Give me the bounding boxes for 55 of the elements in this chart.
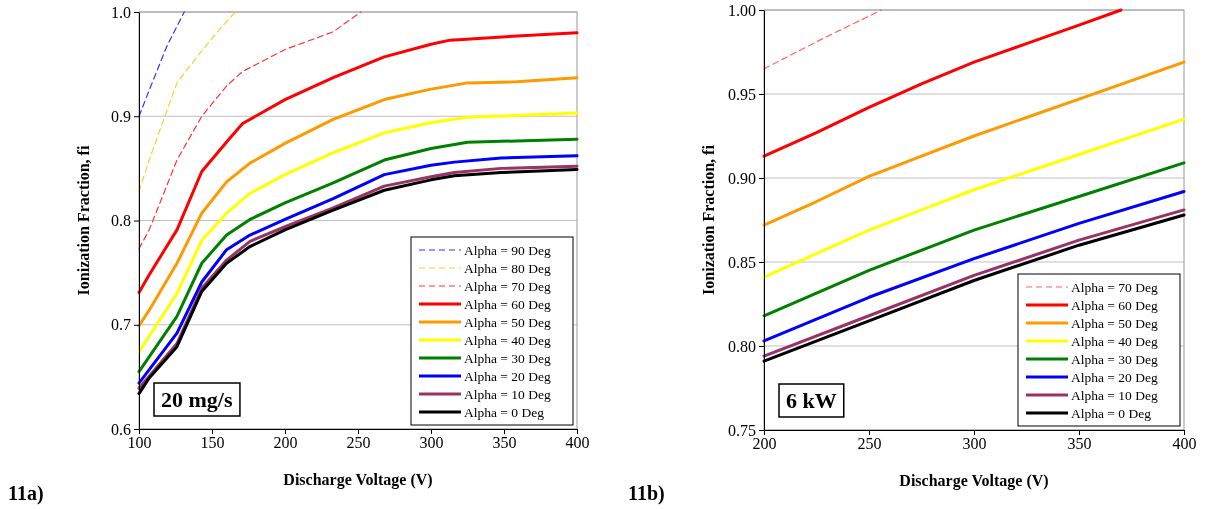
legend-label: Alpha = 70 Deg <box>1071 280 1158 295</box>
legend-label: Alpha = 30 Deg <box>464 351 551 366</box>
x-tick-label: 400 <box>1172 435 1197 453</box>
x-tick-label: 250 <box>346 434 371 452</box>
y-tick-label: 0.85 <box>728 253 756 271</box>
x-tick-label: 150 <box>200 434 225 452</box>
x-tick-label: 300 <box>419 434 444 452</box>
line-series <box>137 31 579 294</box>
x-tick-label: 200 <box>273 434 298 452</box>
legend-label: Alpha = 90 Deg <box>464 243 551 258</box>
legend-label: Alpha = 0 Deg <box>464 405 545 420</box>
y-tick-label: 1.00 <box>728 1 756 19</box>
x-tick-label: 300 <box>962 435 987 453</box>
line-series <box>137 76 579 328</box>
annotation: 6 kW <box>786 388 837 413</box>
legend-label: Alpha = 50 Deg <box>464 315 551 330</box>
x-tick-label: 250 <box>857 435 882 453</box>
line-series <box>762 60 1186 227</box>
legend-label: Alpha = 40 Deg <box>464 333 551 348</box>
y-tick-label: 1.0 <box>111 3 131 21</box>
legend-label: Alpha = 10 Deg <box>1071 388 1158 403</box>
legend-label: Alpha = 60 Deg <box>1071 298 1158 313</box>
line-series <box>762 117 1186 279</box>
line-series <box>137 111 579 354</box>
y-axis-title: Ionization Fraction, fi <box>75 145 92 296</box>
line-series <box>138 11 185 117</box>
legend-label: Alpha = 40 Deg <box>1071 334 1158 349</box>
line-series <box>762 161 1186 318</box>
y-axis-title: Ionization Fraction, fi <box>700 144 717 295</box>
x-tick-label: 350 <box>492 434 517 452</box>
line-series <box>762 8 1123 158</box>
text: 11b) <box>628 482 665 505</box>
legend-label: Alpha = 10 Deg <box>464 387 551 402</box>
text: 11a) <box>8 482 44 505</box>
y-tick-label: 0.9 <box>111 107 131 125</box>
line-series <box>138 11 362 250</box>
line-series <box>138 11 236 192</box>
y-tick-label: 0.8 <box>111 212 131 230</box>
y-tick-label: 0.80 <box>728 337 756 355</box>
annotation: 20 mg/s <box>161 387 233 412</box>
legend-label: Alpha = 60 Deg <box>464 297 551 312</box>
legend-label: Alpha = 80 Deg <box>464 261 551 276</box>
y-tick-label: 0.95 <box>728 85 756 103</box>
x-tick-label: 350 <box>1067 435 1092 453</box>
legend-label: Alpha = 70 Deg <box>464 279 551 294</box>
legend-label: Alpha = 30 Deg <box>1071 352 1158 367</box>
x-tick-label: 400 <box>565 434 590 452</box>
x-axis-title: Discharge Voltage (V) <box>899 472 1049 490</box>
legend-label: Alpha = 20 Deg <box>464 369 551 384</box>
legend-label: Alpha = 20 Deg <box>1071 370 1158 385</box>
x-axis-title: Discharge Voltage (V) <box>283 471 433 489</box>
legend-label: Alpha = 50 Deg <box>1071 316 1158 331</box>
legend-label: Alpha = 0 Deg <box>1071 406 1152 421</box>
y-tick-label: 0.7 <box>111 316 131 334</box>
y-tick-label: 0.90 <box>728 169 756 187</box>
